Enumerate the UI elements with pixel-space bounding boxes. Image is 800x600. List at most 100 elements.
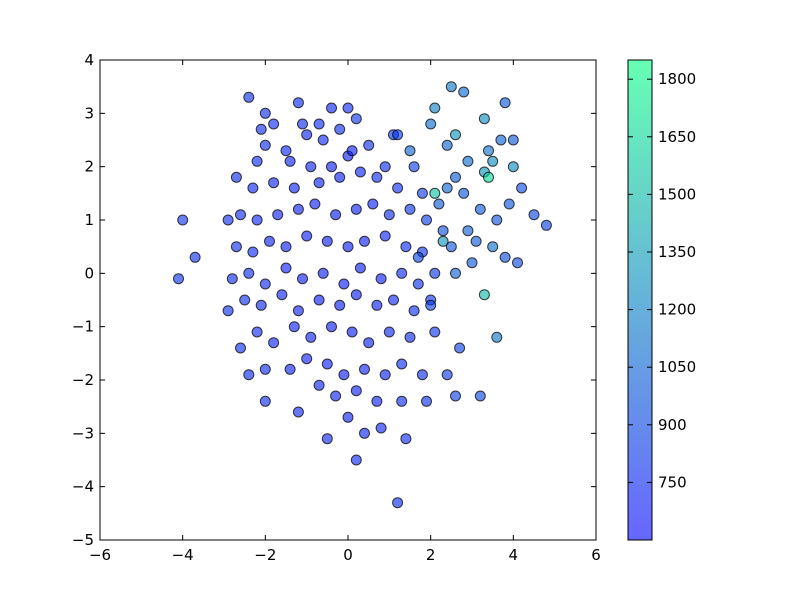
- scatter-point: [239, 294, 251, 306]
- scatter-point: [429, 326, 441, 338]
- colorbar-tick-label: 1350: [658, 243, 696, 261]
- x-tick-label: 2: [426, 546, 436, 564]
- plot-frame: [99, 59, 597, 541]
- scatter-point: [416, 187, 428, 199]
- scatter-point: [309, 198, 321, 210]
- scatter-point: [280, 262, 292, 274]
- scatter-point: [408, 161, 420, 173]
- scatter-point: [487, 241, 499, 253]
- y-tick-label: −4: [72, 478, 94, 496]
- x-tick-label: 4: [509, 546, 519, 564]
- scatter-point: [230, 241, 242, 253]
- scatter-point: [292, 97, 304, 109]
- scatter-point: [288, 182, 300, 194]
- scatter-point: [235, 342, 246, 354]
- scatter-point: [495, 134, 507, 146]
- scatter-point: [540, 219, 552, 231]
- scatter-point: [255, 123, 267, 135]
- scatter-point: [450, 171, 461, 183]
- scatter-point: [243, 267, 255, 279]
- scatter-point: [284, 363, 296, 375]
- scatter-point: [363, 139, 375, 151]
- scatter-point: [359, 235, 370, 247]
- scatter-point: [371, 395, 383, 407]
- scatter-point: [375, 422, 387, 434]
- scatter-point: [313, 294, 325, 306]
- scatter-point: [512, 257, 523, 269]
- x-tick-label: −2: [254, 546, 276, 564]
- scatter-point: [478, 113, 490, 125]
- scatter-point: [321, 358, 333, 370]
- scatter-point: [466, 257, 478, 269]
- scatter-point: [441, 182, 453, 194]
- scatter-point: [412, 278, 424, 290]
- scatter-point: [334, 171, 346, 183]
- scatter-point: [429, 267, 441, 279]
- colorbar-gradient: [628, 60, 652, 540]
- scatter-point: [383, 326, 395, 338]
- scatter-point: [499, 251, 511, 263]
- scatter-point: [425, 299, 437, 311]
- colorbar: 750 900 1050 1200 1350 1500 1650 1800: [627, 59, 696, 541]
- scatter-point: [425, 118, 437, 130]
- scatter-point: [342, 241, 354, 253]
- scatter-point: [445, 241, 457, 253]
- scatter-point: [396, 395, 408, 407]
- scatter-point: [491, 214, 503, 226]
- scatter-point: [437, 225, 449, 237]
- scatter-point: [470, 235, 482, 247]
- x-tick-label: −6: [89, 546, 111, 564]
- scatter-point: [416, 369, 428, 381]
- scatter-point: [359, 363, 370, 375]
- scatter-point: [462, 225, 474, 237]
- scatter-point: [326, 161, 337, 173]
- scatter-point: [350, 385, 362, 397]
- scatter-point: [297, 118, 308, 130]
- x-tick-label: −4: [172, 546, 194, 564]
- scatter-point: [516, 182, 528, 194]
- scatter-point: [388, 294, 399, 306]
- x-tick-label: 0: [343, 546, 353, 564]
- scatter-point: [276, 289, 288, 301]
- scatter-point: [487, 155, 499, 167]
- scatter-point: [247, 182, 259, 194]
- scatter-point: [268, 118, 280, 130]
- scatter-point: [338, 278, 350, 290]
- scatter-point: [450, 129, 461, 141]
- scatter-point: [507, 161, 519, 173]
- scatter-point: [305, 331, 317, 343]
- scatter-point: [400, 433, 412, 445]
- scatter-point: [313, 379, 325, 391]
- scatter-point: [346, 145, 358, 157]
- scatter-point: [243, 91, 255, 103]
- scatter-point: [321, 235, 333, 247]
- scatter-point: [301, 129, 313, 141]
- scatter-point: [330, 390, 342, 402]
- scatter-point: [313, 177, 325, 189]
- scatter-point: [259, 363, 271, 375]
- y-tick-label: 4: [84, 51, 94, 69]
- scatter-point: [412, 251, 424, 263]
- scatter-point: [491, 331, 503, 343]
- colorbar-frame: [627, 59, 653, 541]
- scatter-point: [404, 331, 416, 343]
- scatter-point: [251, 155, 263, 167]
- scatter-point: [226, 273, 238, 285]
- y-tick-label: 1: [84, 211, 94, 229]
- scatter-point: [342, 411, 354, 423]
- y-tick-label: −5: [72, 531, 94, 549]
- scatter-point: [421, 395, 432, 407]
- scatter-point: [342, 102, 354, 114]
- scatter-point: [441, 369, 453, 381]
- scatter-point: [458, 187, 470, 199]
- scatter-point: [367, 198, 379, 210]
- scatter-point: [483, 145, 494, 157]
- scatter-point: [259, 278, 271, 290]
- scatter-point: [280, 145, 292, 157]
- scatter-point: [483, 171, 494, 183]
- scatter-point: [189, 251, 201, 263]
- scatter-point: [379, 161, 391, 173]
- scatter-point: [392, 129, 404, 141]
- scatter-point: [305, 161, 317, 173]
